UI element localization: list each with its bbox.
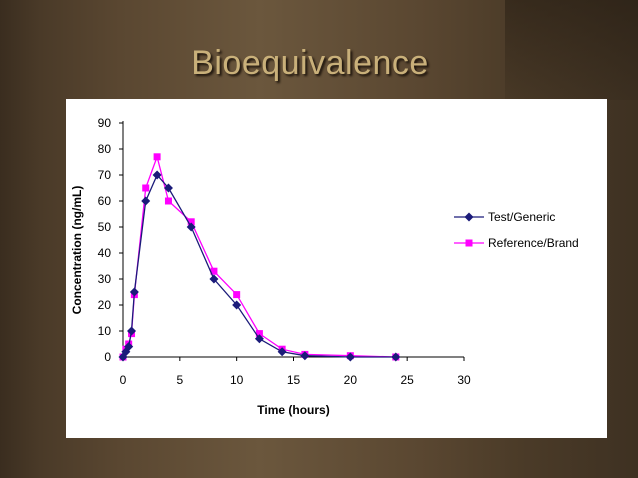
y-tick-label: 30 [98, 272, 112, 286]
y-tick-label: 50 [98, 220, 112, 234]
series-reference-brand [119, 153, 400, 361]
series-test-generic [118, 170, 401, 362]
line-chart: 0 10 20 30 40 50 60 70 80 90 0 5 10 15 20 25 30 Time (ho… [70, 116, 579, 417]
x-axis-label: Time (hours) [257, 403, 329, 417]
y-tick-label: 10 [98, 324, 112, 338]
chart-axes: 0 10 20 30 40 50 60 70 80 90 0 5 10 15 20 25 30 [98, 116, 471, 387]
legend-item: Reference/Brand [454, 236, 579, 250]
y-tick-label: 40 [98, 246, 112, 260]
x-tick-label: 30 [457, 373, 471, 387]
data-point-diamond [209, 274, 219, 284]
x-tick-label: 5 [176, 373, 183, 387]
data-point-square [233, 291, 241, 299]
y-tick-label: 70 [98, 168, 112, 182]
data-point-square [142, 184, 150, 192]
data-point-diamond [254, 334, 264, 344]
data-point-diamond [464, 212, 474, 222]
chart-panel: 0 10 20 30 40 50 60 70 80 90 0 5 10 15 20 25 30 Time (ho… [66, 99, 607, 438]
y-tick-label: 90 [98, 116, 112, 130]
chart-series [118, 153, 401, 362]
slide-title: Bioequivalence [191, 44, 429, 82]
y-tick-label: 60 [98, 194, 112, 208]
x-tick-label: 25 [400, 373, 414, 387]
data-point-diamond [232, 300, 242, 310]
data-point-diamond [277, 347, 287, 357]
legend-item: Test/Generic [454, 210, 555, 224]
data-point-diamond [129, 287, 139, 297]
y-tick-label: 20 [98, 298, 112, 312]
y-axis-label: Concentration (ng/mL) [70, 186, 84, 315]
data-point-square [153, 153, 161, 161]
data-point-square [164, 197, 172, 205]
chart-legend: Test/Generic Reference/Brand [454, 210, 579, 250]
data-point-square [465, 239, 473, 247]
data-point-square [255, 330, 263, 338]
data-point-diamond [121, 347, 131, 357]
x-tick-label: 10 [230, 373, 244, 387]
x-tick-label: 20 [344, 373, 358, 387]
data-point-diamond [163, 183, 173, 193]
data-point-diamond [391, 352, 401, 362]
data-point-square [210, 267, 218, 275]
series-line [122, 173, 396, 358]
data-point-diamond [345, 352, 355, 362]
data-point-square [187, 218, 195, 226]
data-point-diamond [300, 351, 310, 361]
x-tick-label: 15 [287, 373, 301, 387]
series-line [122, 154, 396, 358]
legend-label: Reference/Brand [488, 236, 579, 250]
x-tick-label: 0 [120, 373, 127, 387]
data-point-diamond [124, 342, 134, 352]
data-point-diamond [186, 222, 196, 232]
legend-label: Test/Generic [488, 210, 555, 224]
y-tick-label: 0 [104, 350, 111, 364]
y-tick-label: 80 [98, 142, 112, 156]
data-point-diamond [152, 170, 162, 180]
data-point-diamond [141, 196, 151, 206]
